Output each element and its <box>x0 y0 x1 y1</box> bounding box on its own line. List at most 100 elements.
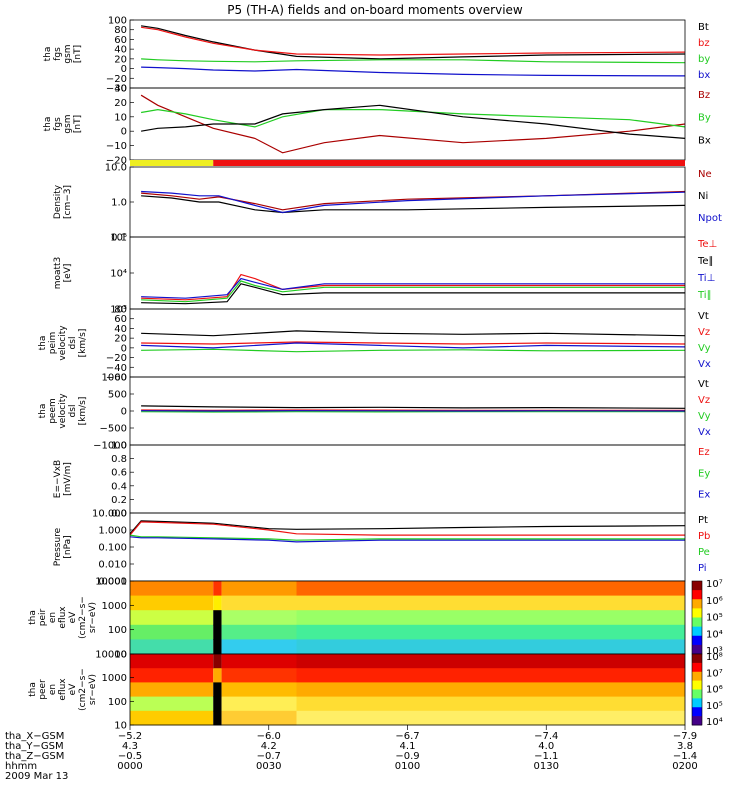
series-line <box>140 94 686 154</box>
x-axis-value: 4.0 <box>538 741 554 752</box>
y-axis-label-line: [nT] <box>73 115 83 133</box>
y-axis-label-line: peem <box>48 398 58 424</box>
heatmap-cell <box>213 639 222 655</box>
legend-label: Vy <box>698 343 711 354</box>
x-axis-value: 0030 <box>256 761 281 772</box>
y-tick-label: 1000 <box>102 373 127 384</box>
x-axis-value: −5.2 <box>118 731 142 742</box>
y-tick-label: 0 <box>121 64 127 75</box>
y-axis-label-line: velocity <box>58 393 68 429</box>
colorbar-cell <box>692 590 702 600</box>
y-tick-label: 1000 <box>102 601 127 612</box>
y-tick-label: −40 <box>106 363 127 374</box>
y-tick-label: 0.4 <box>111 481 127 492</box>
legend-label: Ti∥ <box>697 290 712 301</box>
y-tick-label: −20 <box>106 74 127 85</box>
x-axis-value: −1.1 <box>534 751 558 762</box>
colorbar-cell <box>692 689 702 699</box>
heatmap-cell <box>130 610 214 626</box>
heatmap-cell <box>130 654 214 669</box>
series-line <box>141 195 686 214</box>
heatmap-cell <box>221 654 297 669</box>
heatmap-cell <box>130 595 214 611</box>
heatmap-cell <box>130 581 214 597</box>
y-tick-label: 0.0 <box>111 509 127 520</box>
colorbar-cell <box>692 680 702 690</box>
y-tick-label: 1.000 <box>98 526 127 537</box>
heatmap-cell <box>213 595 222 611</box>
heatmap-cell <box>213 710 222 726</box>
x-axis-value: −0.7 <box>257 751 281 762</box>
colorbar-cell <box>692 644 702 655</box>
x-axis-value: 0200 <box>672 761 697 772</box>
x-axis-value: 0000 <box>117 761 142 772</box>
x-axis-value: 0130 <box>534 761 559 772</box>
x-axis-value: −0.9 <box>395 751 419 762</box>
heatmap-cell <box>130 639 214 655</box>
series-line <box>141 348 686 353</box>
heatmap-cell <box>213 668 222 683</box>
colorbar-tick-label: 10⁶ <box>706 596 723 607</box>
y-tick-label: 0.001 <box>98 577 127 588</box>
y-axis-label-line: [mV/m] <box>63 462 73 496</box>
colorbar-cell <box>692 635 702 646</box>
legend-label: Vy <box>698 411 711 422</box>
y-axis-label-line: [nT] <box>73 45 83 63</box>
y-axis-label-line: fgs <box>53 47 63 61</box>
x-axis-value: −7.4 <box>534 731 558 742</box>
y-axis-label-line: gsm <box>63 44 73 63</box>
heatmap-cell <box>296 654 685 669</box>
heatmap-cell <box>213 610 222 626</box>
x-axis-row-label: tha_X−GSM <box>5 731 64 742</box>
heatmap-cell <box>221 682 297 698</box>
y-axis-label-line: en <box>48 612 58 623</box>
legend-label: Bt <box>698 22 709 33</box>
y-axis-label-line: velocity <box>58 325 68 361</box>
legend-label: By <box>698 113 711 124</box>
series-line <box>141 405 686 409</box>
y-tick-label: −20 <box>106 156 127 167</box>
y-tick-label: 10000 <box>95 650 127 661</box>
y-axis-label-line: eflux <box>58 678 68 701</box>
series-line <box>141 58 686 64</box>
panel-10: 10⁸ 10⁷ 10⁶ 10⁵ 10⁴ 10000 1000 100 10 tha peer en ef… <box>28 650 723 732</box>
series-line <box>141 341 686 345</box>
legend-label: by <box>698 54 710 65</box>
panel-6: 1000 500 0 −500 −1000 tha peem velocity dsl [km/s… <box>38 373 711 452</box>
y-tick-label: 1.0 <box>111 441 127 452</box>
series-line <box>129 520 686 535</box>
y-tick-label: 1.0 <box>111 198 127 209</box>
series-line <box>141 190 686 214</box>
series-line <box>141 190 686 211</box>
heatmap-cell <box>296 581 685 597</box>
y-tick-label: 0 <box>121 127 127 138</box>
heatmap-cell <box>221 710 297 726</box>
y-axis-label-line: tha <box>43 47 53 62</box>
y-tick-label: 500 <box>108 390 127 401</box>
y-tick-label: 10 <box>114 112 127 123</box>
y-tick-label: 60 <box>114 314 127 325</box>
x-axis-value: −6.7 <box>395 731 419 742</box>
y-tick-label: 10 <box>114 650 127 661</box>
heatmap-cell <box>130 682 214 698</box>
legend-label: Ez <box>698 447 710 458</box>
y-tick-label: 30 <box>114 84 127 95</box>
colorbar-cell <box>692 608 702 618</box>
heatmap-cell <box>221 595 297 611</box>
y-tick-label: 0.1 <box>111 233 127 244</box>
panel-3: 10.0 1.0 0.1 Density [cm−3] Ne Ni Npot <box>53 163 722 244</box>
y-tick-label: 10.0 <box>105 163 127 174</box>
heatmap-cell <box>221 581 297 597</box>
y-tick-label: 10⁴ <box>110 269 127 280</box>
heatmap-cell <box>296 696 685 712</box>
y-axis-label-line: [km/s] <box>78 329 88 358</box>
y-tick-label: 0 <box>121 407 127 418</box>
colorbar-cell <box>692 698 702 708</box>
panel-9: 10⁷ 10⁶ 10⁵ 10⁴ 10³ 10000 1000 100 10 tha peir en ef… <box>28 577 723 661</box>
y-axis-label-line: [km/s] <box>78 397 88 426</box>
colorbar-cell <box>692 599 702 609</box>
y-tick-label: 0.6 <box>111 468 127 479</box>
colorbar-tick-label: 10³ <box>706 646 723 657</box>
heatmap-cell <box>296 624 685 640</box>
